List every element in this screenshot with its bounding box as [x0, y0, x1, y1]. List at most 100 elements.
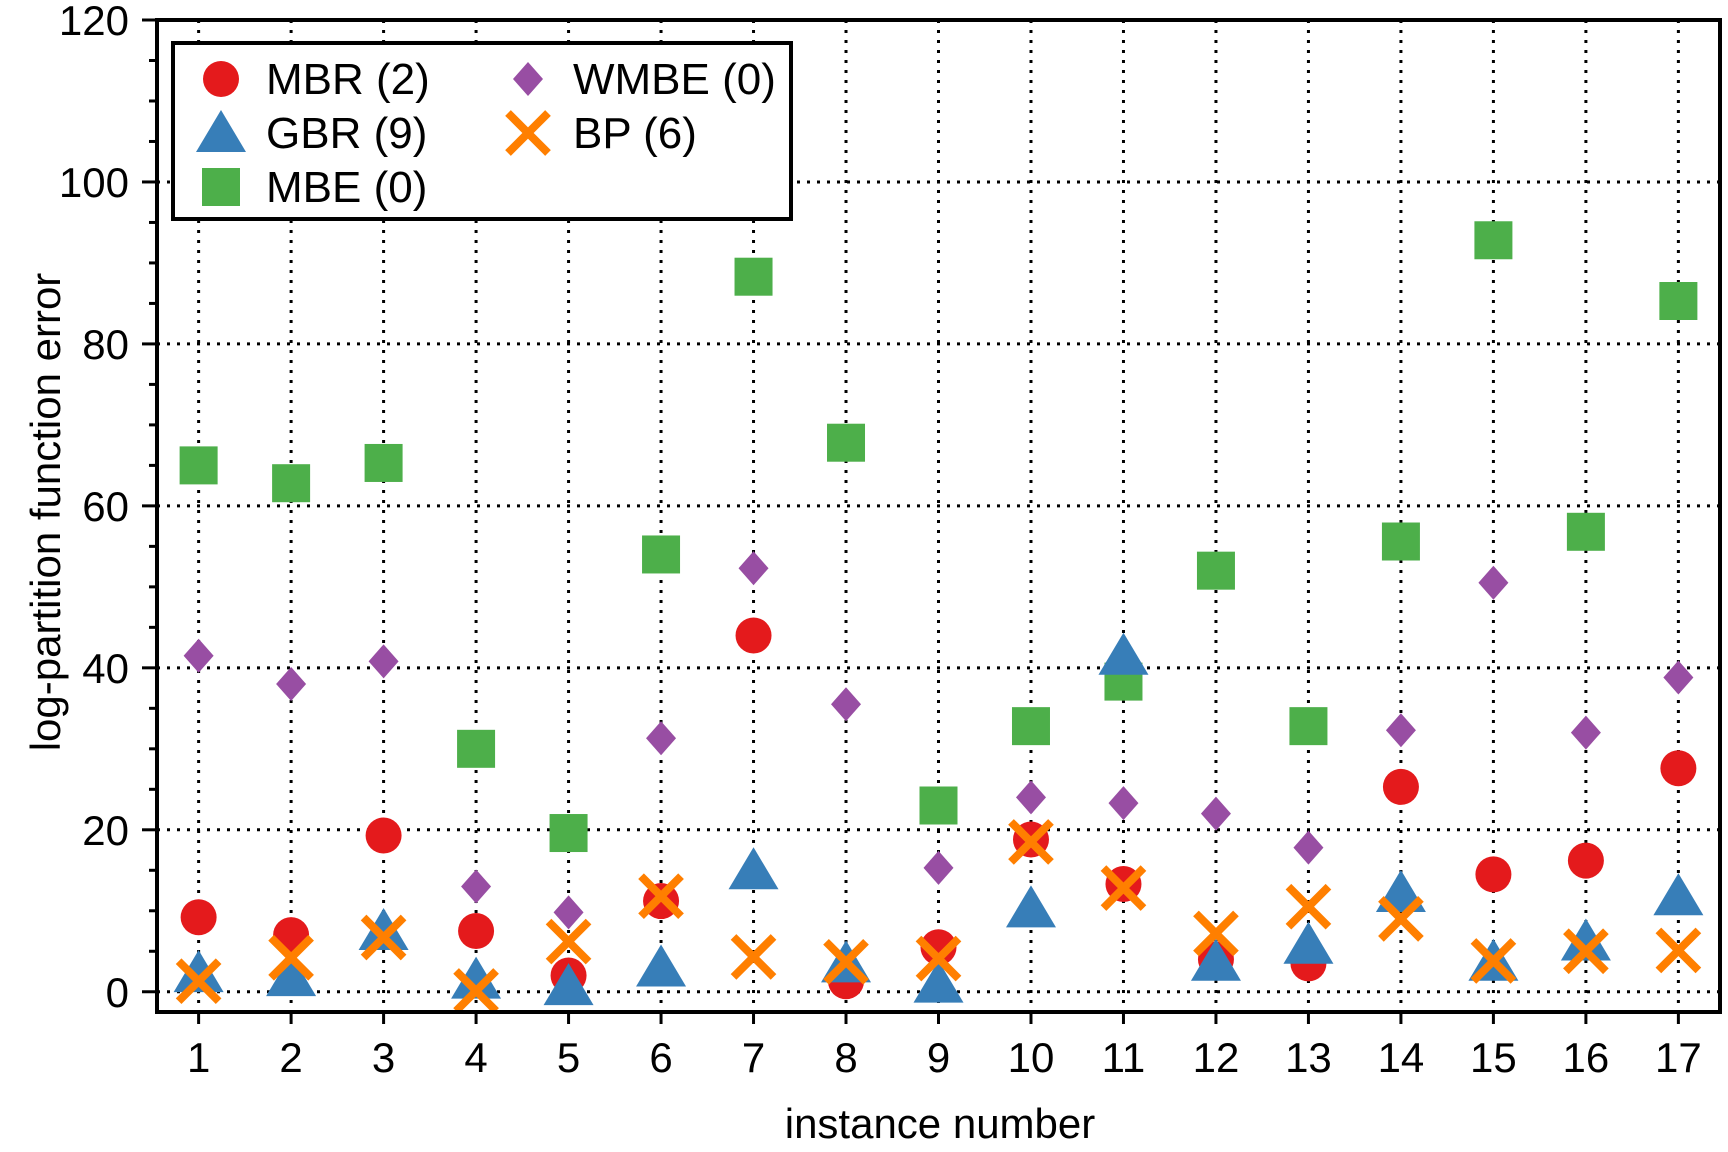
mbe-point [1474, 221, 1513, 260]
mbr-point [735, 617, 772, 654]
x-stroke [505, 110, 551, 156]
mbr-point [365, 817, 402, 854]
legend-wmbe-marker [513, 62, 543, 96]
gbr-point [728, 847, 779, 890]
gbr-point [1190, 938, 1241, 981]
gbr-point [543, 963, 594, 1006]
legend-mbr-label: MBR (2) [266, 55, 430, 104]
x-tick-label: 4 [464, 1034, 487, 1081]
mbe-point [1196, 551, 1235, 590]
x-axis-label: instance number [785, 1100, 1096, 1147]
x-stroke [360, 914, 407, 961]
gbr-point [636, 944, 687, 987]
x-tick-label: 9 [927, 1034, 950, 1081]
legend-gbr-label: GBR (9) [266, 109, 427, 158]
x-tick-label: 14 [1378, 1034, 1425, 1081]
wmbe-point [923, 850, 954, 885]
x-tick-label: 11 [1102, 1034, 1146, 1081]
legend-gbr-marker [196, 110, 246, 152]
data-points [173, 221, 1704, 1014]
x-stroke [1008, 819, 1054, 865]
x-tick-label: 8 [834, 1034, 857, 1081]
bp-point [915, 935, 962, 982]
plot-frame [155, 18, 1722, 1014]
wmbe-point [1663, 660, 1694, 695]
wmbe-point [553, 895, 584, 930]
legend-box [171, 41, 793, 221]
wmbe-point [1108, 786, 1139, 821]
wmbe-point [1385, 713, 1416, 748]
bp-point [1008, 819, 1054, 865]
x-stroke [1100, 865, 1147, 911]
y-axis-label: log-partition function error [22, 273, 69, 752]
mbe-point [1011, 707, 1050, 746]
bp-point [268, 934, 314, 981]
x-tick-label: 16 [1563, 1034, 1610, 1081]
wmbe-point [1200, 796, 1231, 831]
mbe-point [179, 446, 218, 485]
bp-point [360, 914, 407, 961]
mbr-point [1660, 750, 1697, 787]
mbe-point [827, 423, 866, 462]
x-stroke [730, 934, 777, 980]
mbe-point [457, 729, 496, 768]
bp-point [823, 938, 869, 985]
wmbe-point [1293, 830, 1324, 865]
x-tick-label: 10 [1008, 1034, 1055, 1081]
bp-point [545, 918, 592, 965]
mbe-point [549, 814, 588, 853]
mbe-point [364, 443, 403, 482]
legend-mbe-label: MBE (0) [266, 163, 427, 212]
mbr-point [180, 899, 217, 936]
legend-wmbe-label: WMBE (0) [573, 55, 776, 104]
bp-point [1655, 927, 1702, 974]
x-tick-label: 5 [557, 1034, 580, 1081]
wmbe-point [646, 721, 677, 756]
gbr-point [266, 954, 317, 997]
bp-point [1100, 865, 1147, 911]
mbe-point [642, 535, 681, 574]
bp-point [1285, 883, 1332, 930]
gbr-point [913, 960, 964, 1003]
x-tick-label: 2 [279, 1034, 302, 1081]
mbe-point [1659, 281, 1698, 320]
mbe-point [1289, 707, 1328, 746]
x-stroke [1470, 938, 1517, 984]
x-tick-label: 1 [187, 1034, 210, 1081]
gbr-point [451, 956, 502, 999]
x-stroke [915, 935, 962, 982]
x-stroke [175, 958, 222, 1005]
x-stroke [1378, 896, 1424, 942]
bp-point [1193, 910, 1239, 957]
y-tick-label: 20 [82, 807, 129, 854]
gbr-point [1560, 918, 1611, 961]
mbr-point [920, 929, 957, 966]
wmbe-point [1015, 780, 1046, 815]
x-tick-label: 15 [1470, 1034, 1517, 1081]
mbr-point [1567, 842, 1604, 879]
x-stroke [1655, 927, 1702, 974]
wmbe-point [461, 869, 492, 904]
gbr-point [1653, 873, 1704, 916]
wmbe-point [368, 644, 399, 679]
bp-point [1470, 938, 1517, 984]
bp-point [175, 958, 222, 1005]
gbr-point [1283, 921, 1334, 964]
x-tick-label: 3 [372, 1034, 395, 1081]
mbe-point [1381, 522, 1420, 561]
wmbe-point [1570, 715, 1601, 750]
bp-point [1378, 896, 1424, 942]
mbr-point [1382, 768, 1419, 805]
x-stroke [268, 934, 314, 981]
gbr-point [358, 908, 409, 951]
mbr-point [1475, 856, 1512, 893]
x-tick-label: 6 [649, 1034, 672, 1081]
y-tick-label: 40 [82, 645, 129, 692]
gbr-point [173, 950, 224, 993]
x-tick-label: 13 [1285, 1034, 1332, 1081]
legend-mbe-marker [202, 168, 240, 206]
y-tick-label: 60 [82, 483, 129, 530]
x-stroke [823, 938, 869, 985]
y-tick-label: 120 [59, 0, 129, 44]
